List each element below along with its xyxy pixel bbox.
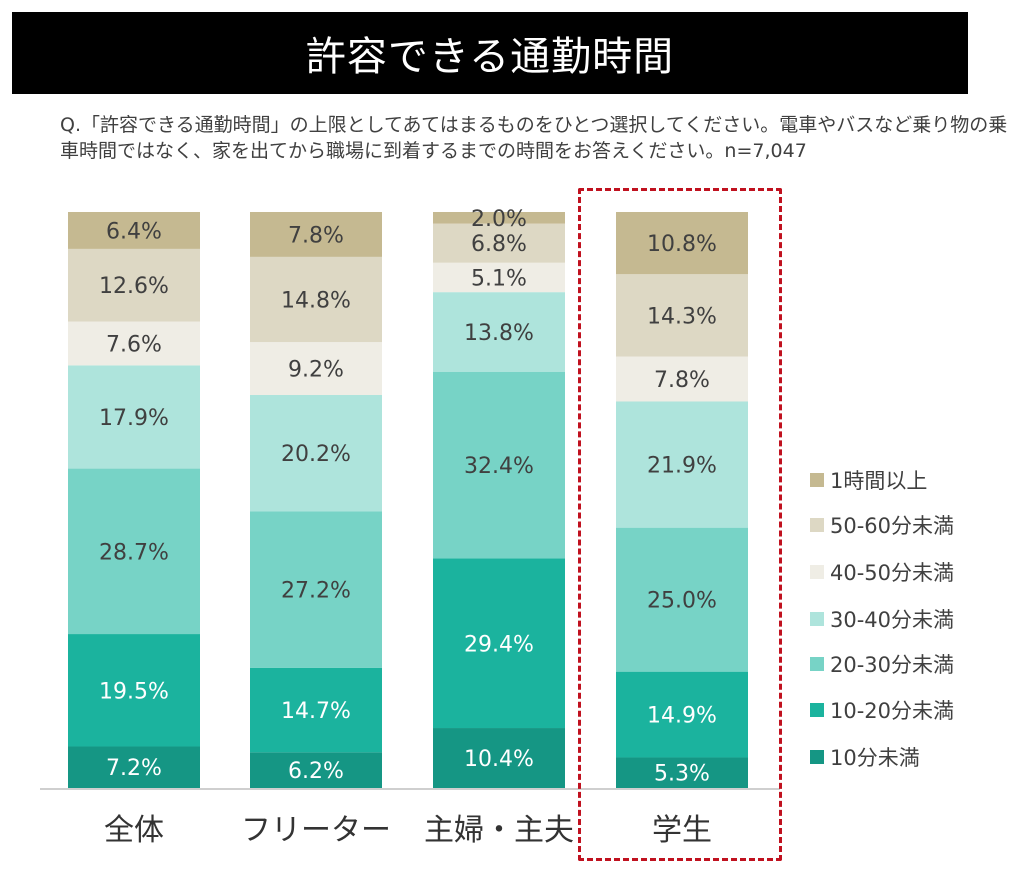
legend-swatch xyxy=(810,657,824,671)
bar-segment xyxy=(250,342,382,395)
data-label: 6.4% xyxy=(106,219,162,244)
data-label: 5.3% xyxy=(654,762,710,787)
data-label: 7.2% xyxy=(106,756,162,781)
data-label: 14.3% xyxy=(647,304,717,329)
bar-segment xyxy=(433,223,565,263)
data-label: 20.2% xyxy=(281,442,351,467)
bar-segment xyxy=(616,274,748,357)
legend-swatch xyxy=(810,565,824,579)
bar-segment xyxy=(68,468,200,635)
bar-segment xyxy=(433,292,565,372)
data-label: 14.7% xyxy=(281,699,351,724)
legend-swatch xyxy=(810,473,824,487)
legend-swatch xyxy=(810,750,824,764)
chart-title: 許容できる通勤時間 xyxy=(12,12,968,94)
bar-segment xyxy=(616,401,748,528)
data-label: 10.8% xyxy=(647,232,717,257)
legend-swatch xyxy=(810,518,824,532)
legend-swatch xyxy=(810,612,824,626)
bar-segment xyxy=(250,394,382,512)
bar-segment xyxy=(250,752,382,788)
data-label: 13.8% xyxy=(464,321,534,346)
data-label: 2.0% xyxy=(471,207,527,232)
data-label: 32.4% xyxy=(464,454,534,479)
category-label: 全体 xyxy=(104,813,164,848)
legend-label: 50-60分未満 xyxy=(830,514,954,538)
legend-swatch xyxy=(810,703,824,717)
legend-label: 10-20分未満 xyxy=(830,699,954,723)
data-label: 14.8% xyxy=(281,288,351,313)
bar-segment xyxy=(68,634,200,747)
data-label: 9.2% xyxy=(288,358,344,383)
bar-segment xyxy=(250,667,382,753)
bar-segment xyxy=(616,356,748,402)
bar-segment xyxy=(68,365,200,469)
bar-segment xyxy=(616,671,748,758)
category-label: 主婦・主夫 xyxy=(424,813,574,848)
bar-segment xyxy=(68,248,200,322)
bar-segment xyxy=(250,212,382,257)
bar-segment xyxy=(433,558,565,729)
legend-label: 20-30分未満 xyxy=(830,653,954,677)
data-label: 21.9% xyxy=(647,454,717,479)
data-label: 27.2% xyxy=(281,578,351,603)
data-label: 6.2% xyxy=(288,759,344,784)
bar-segment xyxy=(616,757,748,788)
data-label: 5.1% xyxy=(471,266,527,291)
legend-label: 40-50分未満 xyxy=(830,561,954,585)
bar-segment xyxy=(616,527,748,672)
data-label: 10.4% xyxy=(464,747,534,772)
legend-label: 30-40分未満 xyxy=(830,608,954,632)
data-label: 14.9% xyxy=(647,704,717,729)
category-label: フリーター xyxy=(241,813,391,848)
legend-label: 10分未満 xyxy=(830,746,920,770)
bar-segment xyxy=(250,256,382,343)
bar-segment xyxy=(433,371,565,559)
data-label: 7.8% xyxy=(654,368,710,393)
bar-segment xyxy=(68,212,200,249)
data-label: 28.7% xyxy=(99,540,169,565)
data-label: 25.0% xyxy=(647,589,717,614)
bar-segment xyxy=(433,728,565,788)
survey-question: Q.「許容できる通勤時間」の上限としてあてはまるものをひとつ選択してください。電… xyxy=(60,114,1008,162)
bar-segment xyxy=(68,746,200,788)
bar-segment xyxy=(433,262,565,293)
data-label: 7.8% xyxy=(288,223,344,248)
legend-label: 1時間以上 xyxy=(830,469,927,493)
data-label: 12.6% xyxy=(99,274,169,299)
highlight-box-student xyxy=(578,188,782,861)
bar-segment xyxy=(250,511,382,668)
bar-segment xyxy=(616,212,748,275)
data-label: 29.4% xyxy=(464,632,534,657)
data-label: 17.9% xyxy=(99,406,169,431)
data-label: 7.6% xyxy=(106,332,162,357)
bar-segment xyxy=(433,212,565,224)
data-label: 19.5% xyxy=(99,679,169,704)
category-label: 学生 xyxy=(652,813,712,848)
data-label: 6.8% xyxy=(471,232,527,257)
bar-segment xyxy=(68,321,200,366)
